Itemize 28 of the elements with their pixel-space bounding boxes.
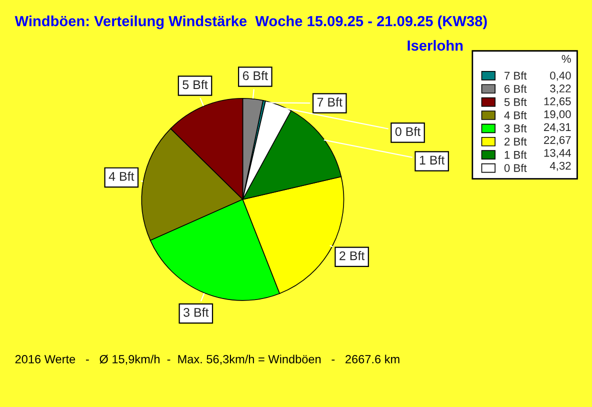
data-label: 22,67 [544, 136, 571, 146]
slice-label: 5 Bft [182, 80, 208, 90]
slice-label: 4 Bft [108, 172, 134, 181]
legend-label: 0 Bft [504, 164, 527, 172]
legend-label: 1 Bft [504, 150, 527, 159]
data-label: 4,32 [550, 162, 571, 172]
slice-label: 2 Bft [340, 251, 365, 260]
legend-label: 6 Bft [504, 84, 527, 93]
legend-label: 4 Bft [504, 111, 527, 120]
data-label: 12,65 [544, 97, 571, 107]
data-label: 13,44 [544, 148, 571, 158]
data-label: 24,31 [544, 123, 571, 132]
chart-subtitle: Iserlohn [408, 40, 463, 51]
text: 2016 Werte - Ø 15,9km/h - Max. 56,3km/h = Windböen - 2667.6 km [15, 354, 400, 365]
slice-label: 6 Bft [242, 70, 268, 80]
legend-label: 2 Bft [504, 137, 527, 146]
data-label: 19,00 [544, 110, 571, 120]
legend-label: 7 Bft [504, 71, 527, 80]
slice-label: 3 Bft [184, 308, 209, 317]
chart-title: Windböen: Verteilung Windstärke Woche 15.09.25 - 21.09.25 (KW38) [14, 16, 487, 30]
legend-title: % [562, 54, 571, 63]
slice-label: 7 Bft [317, 97, 342, 107]
legend-label: 3 Bft [504, 124, 527, 132]
slice-label: 1 Bft [420, 155, 445, 165]
legend-label: 5 Bft [504, 98, 527, 106]
data-label: 0,40 [550, 72, 571, 81]
data-label: 3,22 [550, 84, 571, 94]
slice-label: 0 Bft [395, 126, 421, 136]
